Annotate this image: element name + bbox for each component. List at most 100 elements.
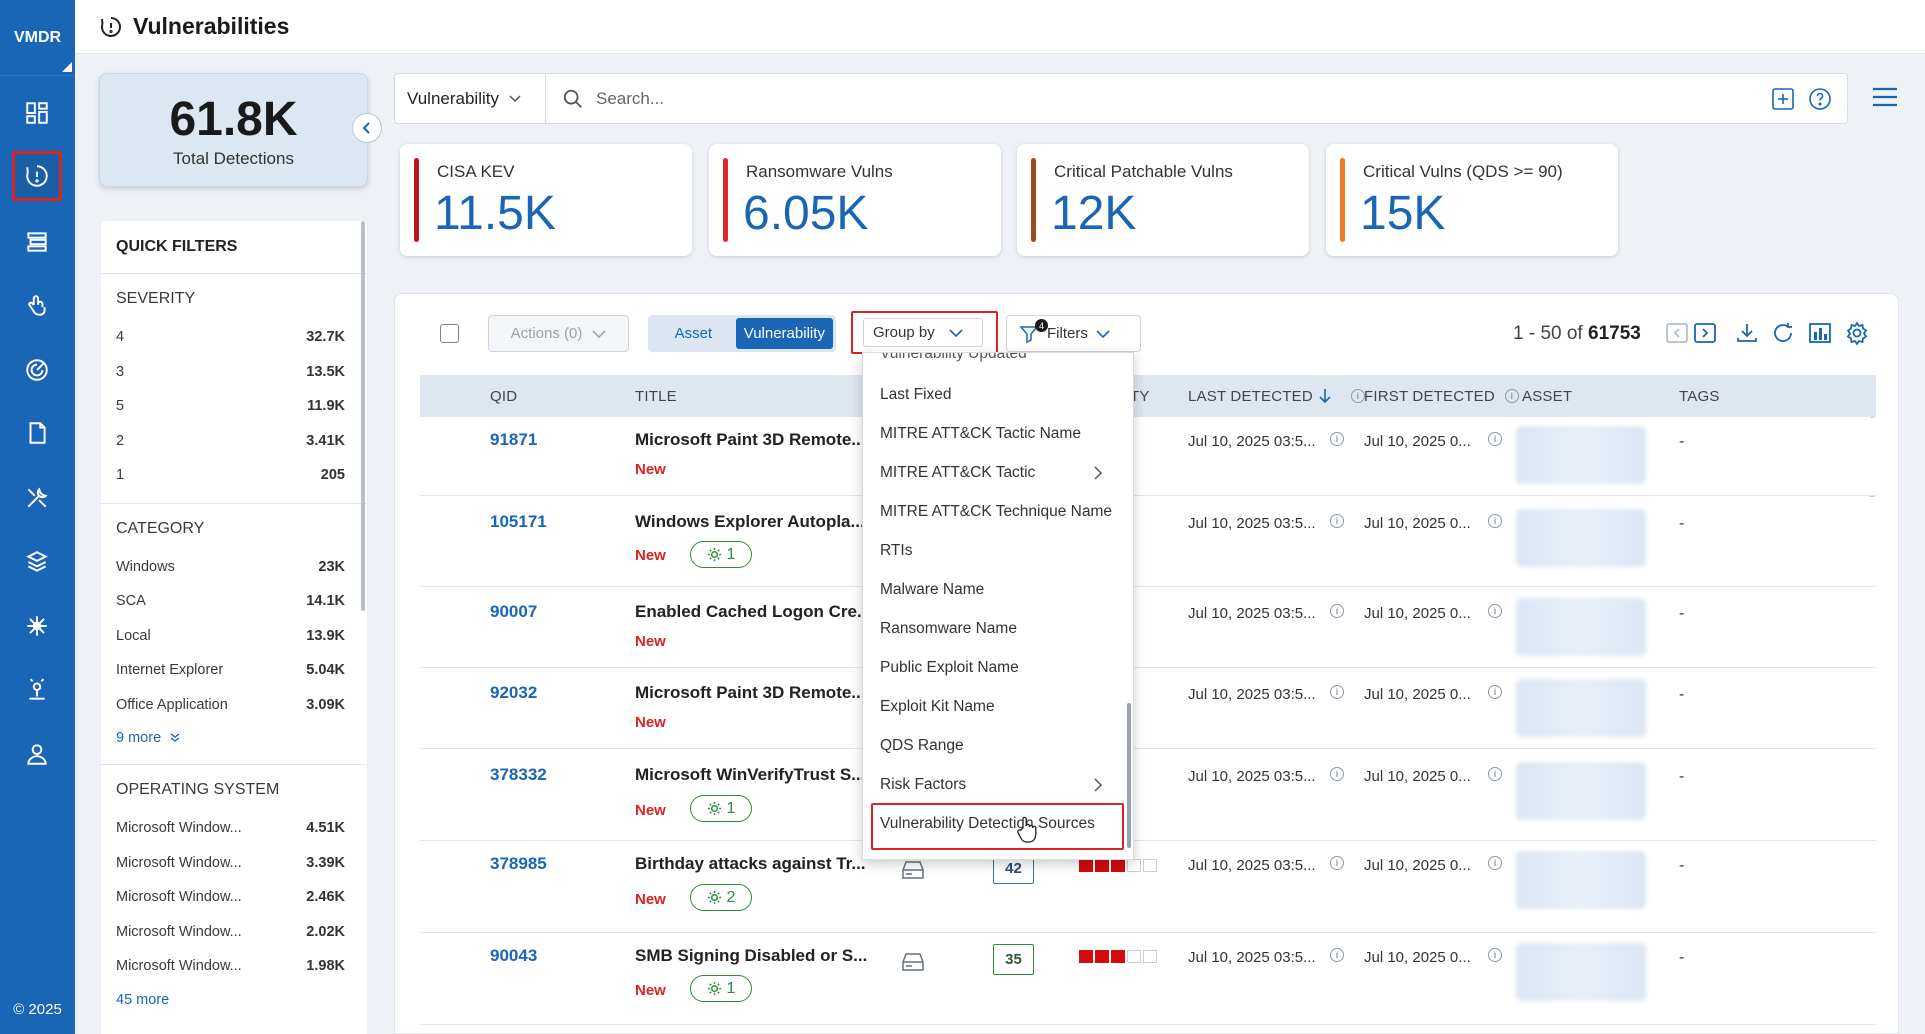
settings-gear-icon[interactable] [1845, 321, 1869, 345]
info-icon[interactable]: i [1488, 432, 1502, 446]
info-icon[interactable]: i [1504, 389, 1519, 403]
table-row[interactable]: 105171 Windows Explorer Autopla... New 1… [420, 497, 1876, 587]
severity-filter-item[interactable]: 5 11.9K [116, 389, 345, 424]
collapse-panel-button[interactable] [352, 113, 382, 143]
column-asset[interactable]: ASSET [1522, 387, 1573, 405]
scans-icon[interactable] [12, 345, 62, 395]
vuln-title[interactable]: Enabled Cached Logon Cre... [635, 602, 872, 621]
info-icon[interactable]: i [1488, 767, 1502, 781]
qid-link[interactable]: 105171 [490, 512, 547, 531]
search-type-dropdown[interactable]: Vulnerability [395, 74, 546, 123]
menu-item-rtis[interactable]: RTIs [880, 542, 913, 559]
category-filter-item[interactable]: Windows 23K [116, 550, 345, 585]
inventory-icon[interactable] [12, 217, 62, 267]
os-filter-item[interactable]: Microsoft Window... 2.02K [116, 915, 345, 950]
info-icon[interactable]: i [1488, 685, 1502, 699]
menu-item-mitre-tactic-name[interactable]: MITRE ATT&CK Tactic Name [880, 425, 1081, 442]
agents-icon[interactable] [12, 665, 62, 715]
table-row[interactable]: 90043 SMB Signing Disabled or S... New 1… [420, 934, 1876, 1025]
menu-item-exploit-kit-name[interactable]: Exploit Kit Name [880, 698, 995, 715]
vuln-title[interactable]: SMB Signing Disabled or S... [635, 946, 868, 965]
menu-scrollbar[interactable] [1127, 703, 1131, 848]
menu-item-last-fixed[interactable]: Last Fixed [880, 386, 952, 403]
category-filter-item[interactable]: SCA 14.1K [116, 584, 345, 619]
prioritization-icon[interactable] [12, 281, 62, 331]
prev-page-icon[interactable] [1665, 321, 1689, 345]
chart-view-icon[interactable] [1808, 321, 1832, 345]
severity-filter-item[interactable]: 3 13.5K [116, 355, 345, 390]
help-icon[interactable] [1808, 87, 1832, 111]
menu-item-vulnerability-detection-sources[interactable]: Vulnerability Detection Sources [880, 815, 1095, 832]
column-qid[interactable]: QID [490, 387, 518, 405]
vuln-title[interactable]: Windows Explorer Autopla... [635, 512, 865, 531]
menu-item-qds-range[interactable]: QDS Range [880, 737, 964, 754]
download-icon[interactable] [1735, 321, 1759, 345]
assets-icon[interactable] [12, 537, 62, 587]
table-row[interactable]: 378985 Birthday attacks against Tr... Ne… [420, 842, 1876, 933]
vuln-title[interactable]: Microsoft WinVerifyTrust S... [635, 765, 866, 784]
qid-link[interactable]: 91871 [490, 430, 538, 449]
os-filter-item[interactable]: Microsoft Window... 3.39K [116, 846, 345, 881]
severity-filter-item[interactable]: 2 3.41K [116, 424, 345, 459]
users-icon[interactable] [12, 729, 62, 779]
info-icon[interactable]: i [1330, 856, 1344, 870]
category-filter-item[interactable]: Office Application 3.09K [116, 688, 345, 723]
vuln-title[interactable]: Microsoft Paint 3D Remote... [635, 683, 866, 702]
kpi-card-cisa-kev[interactable]: CISA KEV 11.5K [400, 144, 692, 256]
configuration-icon[interactable] [12, 601, 62, 651]
filters-button[interactable]: 4 Filters [1006, 315, 1141, 352]
info-icon[interactable]: i [1488, 604, 1502, 618]
threat-count-pill[interactable]: 1 [690, 975, 752, 1002]
info-icon[interactable]: i [1330, 685, 1344, 699]
app-switcher[interactable]: VMDR [0, 0, 75, 76]
add-query-icon[interactable] [1771, 87, 1795, 111]
threat-count-pill[interactable]: 1 [690, 541, 752, 568]
menu-item-malware-name[interactable]: Malware Name [880, 581, 985, 598]
kpi-card-critical-patchable[interactable]: Critical Patchable Vulns 12K [1017, 144, 1309, 256]
reports-icon[interactable] [12, 408, 62, 458]
hamburger-menu-icon[interactable] [1872, 86, 1898, 108]
select-all-checkbox[interactable] [440, 324, 459, 343]
dashboard-icon[interactable] [12, 88, 62, 138]
table-row[interactable]: 378332 Microsoft WinVerifyTrust S... New… [420, 750, 1876, 841]
info-icon[interactable]: i [1350, 389, 1365, 403]
kpi-card-critical-qds[interactable]: Critical Vulns (QDS >= 90) 15K [1326, 144, 1618, 256]
info-icon[interactable]: i [1330, 767, 1344, 781]
severity-filter-item[interactable]: 1 205 [116, 458, 345, 493]
os-more-link[interactable]: 45 more [116, 984, 345, 1016]
vuln-title[interactable]: Birthday attacks against Tr... [635, 854, 866, 873]
qid-link[interactable]: 90007 [490, 602, 538, 621]
info-icon[interactable]: i [1488, 948, 1502, 962]
kpi-card-ransomware[interactable]: Ransomware Vulns 6.05K [709, 144, 1001, 256]
vuln-title[interactable]: Microsoft Paint 3D Remote... [635, 430, 866, 449]
menu-item-vulnerability-updated[interactable]: Vulnerability Updated [880, 352, 1027, 362]
qid-link[interactable]: 90043 [490, 946, 538, 965]
category-filter-item[interactable]: Internet Explorer 5.04K [116, 653, 345, 688]
menu-item-risk-factors[interactable]: Risk Factors [880, 776, 967, 793]
threat-count-pill[interactable]: 2 [690, 884, 752, 911]
info-icon[interactable]: i [1488, 514, 1502, 528]
menu-item-public-exploit-name[interactable]: Public Exploit Name [880, 659, 1019, 676]
os-filter-item[interactable]: Microsoft Window... 1.98K [116, 949, 345, 984]
menu-item-ransomware-name[interactable]: Ransomware Name [880, 620, 1017, 637]
os-filter-item[interactable]: Microsoft Window... 4.51K [116, 811, 345, 846]
category-more-link[interactable]: 9 more [116, 722, 345, 754]
table-row[interactable]: 91871 Microsoft Paint 3D Remote... New J… [420, 418, 1876, 496]
column-severity[interactable]: TY [1130, 387, 1150, 405]
toggle-vulnerability[interactable]: Vulnerability [735, 318, 833, 349]
table-row[interactable]: 92032 Microsoft Paint 3D Remote... New J… [420, 669, 1876, 749]
refresh-icon[interactable] [1771, 321, 1795, 345]
info-icon[interactable]: i [1330, 514, 1344, 528]
column-last-detected[interactable]: LAST DETECTED i [1188, 375, 1365, 417]
remediation-icon[interactable] [12, 473, 62, 523]
quick-filters-scrollbar[interactable] [361, 221, 365, 611]
search-input[interactable] [596, 88, 1646, 109]
threat-count-pill[interactable]: 1 [690, 795, 752, 822]
category-filter-item[interactable]: Local 13.9K [116, 619, 345, 654]
vulnerabilities-icon[interactable] [12, 151, 62, 201]
os-filter-item[interactable]: Microsoft Window... 2.46K [116, 880, 345, 915]
group-by-button[interactable]: Group by [863, 318, 983, 347]
qid-link[interactable]: 378985 [490, 854, 547, 873]
info-icon[interactable]: i [1330, 604, 1344, 618]
table-row[interactable]: 90007 Enabled Cached Logon Cre... New Ju… [420, 588, 1876, 668]
